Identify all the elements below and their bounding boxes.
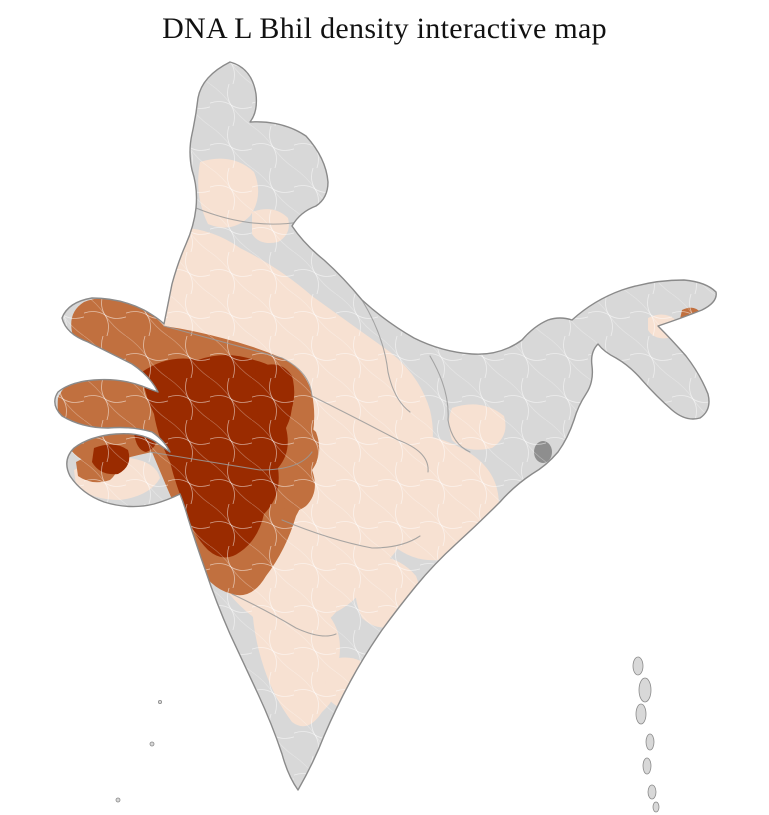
island[interactable] bbox=[149, 741, 155, 747]
island[interactable] bbox=[642, 757, 652, 775]
island[interactable] bbox=[115, 797, 121, 803]
island[interactable] bbox=[645, 733, 655, 751]
district-boundaries-mesh bbox=[54, 62, 717, 790]
island[interactable] bbox=[157, 700, 162, 705]
island[interactable] bbox=[647, 784, 657, 800]
page-title: DNA L Bhil density interactive map bbox=[162, 12, 607, 45]
island[interactable] bbox=[652, 801, 660, 813]
lakshadweep-islands[interactable] bbox=[115, 700, 162, 803]
island[interactable] bbox=[638, 677, 652, 703]
island[interactable] bbox=[635, 703, 647, 725]
island[interactable] bbox=[632, 656, 644, 676]
state-boundaries bbox=[149, 207, 471, 637]
andaman-nicobar-islands[interactable] bbox=[632, 656, 660, 813]
